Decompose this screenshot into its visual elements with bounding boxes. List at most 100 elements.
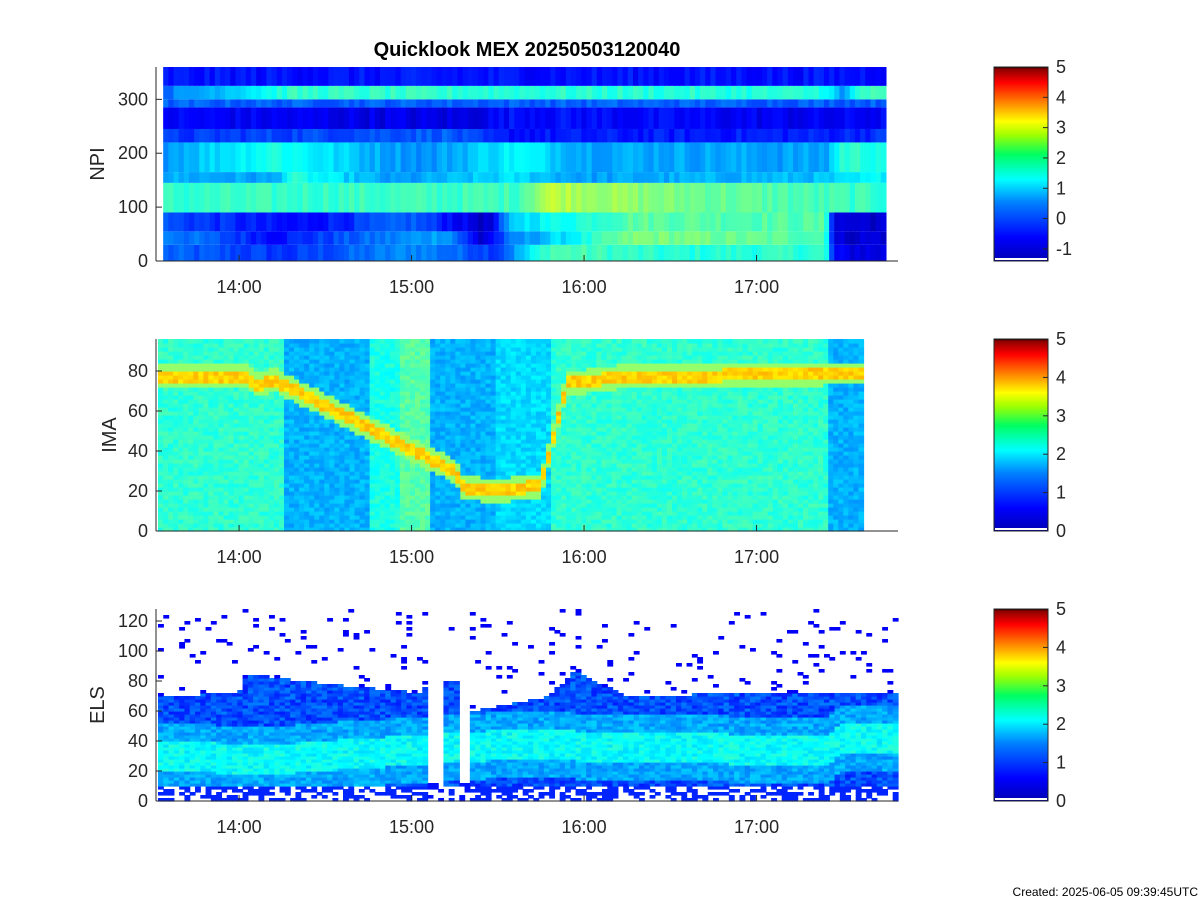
npi-cell bbox=[818, 212, 825, 232]
ima-cell bbox=[173, 343, 179, 348]
ima-cell bbox=[263, 367, 270, 372]
npi-cell bbox=[669, 67, 675, 86]
ima-cell bbox=[389, 467, 396, 472]
ima-cell bbox=[409, 363, 416, 368]
ima-cell bbox=[273, 411, 280, 416]
npi-cell bbox=[173, 212, 180, 232]
ima-cell bbox=[485, 463, 492, 468]
ima-cell bbox=[425, 383, 431, 388]
ima-cell bbox=[309, 363, 315, 368]
ima-cell bbox=[334, 443, 341, 448]
ima-cell bbox=[374, 467, 381, 472]
npi-cell bbox=[756, 172, 763, 183]
ima-cell bbox=[168, 471, 174, 476]
ima-cell bbox=[299, 499, 305, 504]
ima-cell bbox=[384, 527, 391, 532]
ima-cell bbox=[314, 359, 320, 364]
npi-cell bbox=[700, 244, 706, 261]
ima-cell bbox=[420, 467, 426, 472]
ima-cell bbox=[460, 351, 466, 356]
ima-cell bbox=[198, 395, 204, 400]
ima-cell bbox=[178, 367, 184, 372]
ima-cell bbox=[349, 443, 356, 448]
ima-cell bbox=[213, 363, 220, 368]
npi-cell bbox=[818, 182, 825, 213]
ima-cell bbox=[324, 371, 330, 376]
ima-cell bbox=[490, 351, 497, 356]
ima-cell bbox=[223, 475, 230, 480]
npi-cell bbox=[276, 244, 283, 261]
npi-cell bbox=[209, 212, 216, 232]
ima-cell bbox=[364, 475, 371, 480]
ima-cell bbox=[420, 431, 426, 436]
ima-cell bbox=[248, 511, 255, 516]
npi-cell bbox=[803, 85, 810, 100]
ima-cell bbox=[233, 511, 240, 516]
ima-cell bbox=[480, 419, 487, 424]
npi-cell bbox=[297, 107, 304, 129]
ima-cell bbox=[193, 523, 199, 528]
ima-cell bbox=[490, 507, 497, 512]
ima-cell bbox=[253, 363, 260, 368]
ima-cell bbox=[218, 415, 225, 420]
ima-cell bbox=[430, 511, 436, 516]
npi-cell bbox=[565, 85, 572, 100]
npi-cell bbox=[219, 182, 226, 213]
ima-cell bbox=[344, 455, 351, 460]
ima-cell bbox=[349, 467, 356, 472]
ima-cell bbox=[480, 379, 487, 384]
ima-cell bbox=[183, 383, 189, 388]
ima-cell bbox=[339, 411, 346, 416]
ima-cell bbox=[198, 511, 204, 516]
ima-cell bbox=[339, 463, 346, 468]
npi-cell bbox=[359, 172, 366, 183]
ima-cell bbox=[299, 487, 305, 492]
ima-cell bbox=[354, 455, 361, 460]
npi-cell bbox=[343, 182, 350, 213]
ima-cell bbox=[470, 487, 477, 492]
ima-cell bbox=[404, 395, 411, 400]
ima-cell bbox=[460, 439, 466, 444]
ima-cell bbox=[339, 483, 346, 488]
ima-cell bbox=[178, 399, 184, 404]
ima-cell bbox=[364, 443, 371, 448]
ima-cell bbox=[495, 403, 502, 408]
ima-cell bbox=[344, 479, 351, 484]
ima-cell bbox=[480, 455, 487, 460]
npi-cell bbox=[849, 99, 856, 108]
ima-cell bbox=[238, 435, 245, 440]
ima-cell bbox=[223, 347, 230, 352]
npi-cell bbox=[426, 128, 433, 143]
ima-cell bbox=[228, 351, 235, 356]
ima-cell bbox=[415, 387, 421, 392]
npi-cell bbox=[772, 182, 779, 213]
ima-cell bbox=[203, 355, 209, 360]
ima-cell bbox=[329, 483, 335, 488]
npi-cell bbox=[679, 231, 686, 245]
npi-cell bbox=[405, 172, 412, 183]
npi-cell bbox=[431, 172, 438, 183]
ima-cell bbox=[505, 447, 512, 452]
npi-cell bbox=[550, 231, 557, 245]
ima-cell bbox=[409, 343, 416, 348]
ima-cell bbox=[415, 459, 421, 464]
npi-cell bbox=[478, 212, 484, 232]
npi-cell bbox=[731, 99, 737, 108]
ima-cell bbox=[485, 511, 492, 516]
ima-cell bbox=[455, 359, 461, 364]
npi-cell bbox=[312, 172, 319, 183]
ima-cell bbox=[475, 407, 482, 412]
ima-cell bbox=[475, 419, 482, 424]
npi-cell bbox=[240, 99, 247, 108]
ima-cell bbox=[314, 495, 320, 500]
ima-cell bbox=[304, 523, 310, 528]
ima-cell bbox=[384, 459, 391, 464]
npi-cell bbox=[793, 85, 799, 100]
ima-cell bbox=[158, 519, 164, 524]
ima-cell bbox=[404, 399, 411, 404]
ima-cell bbox=[420, 387, 426, 392]
ima-cell bbox=[319, 439, 325, 444]
ima-cell bbox=[299, 419, 305, 424]
npi-cell bbox=[219, 128, 226, 143]
npi-cell bbox=[581, 67, 588, 86]
